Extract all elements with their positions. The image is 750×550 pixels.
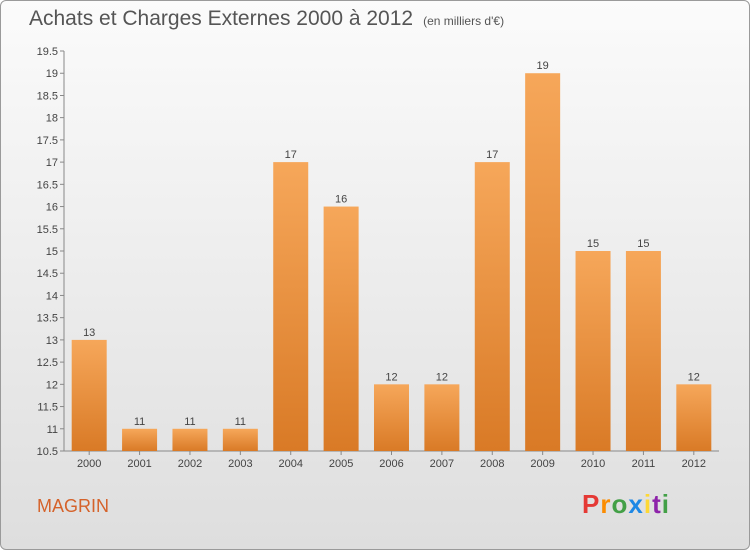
x-tick-label: 2011 [632, 458, 656, 470]
y-tick-label: 13.5 [37, 313, 58, 325]
y-tick-label: 11.5 [37, 402, 58, 414]
logo-letter: t [652, 489, 662, 519]
logo-letter: P [582, 489, 601, 519]
bar-value-label: 12 [436, 371, 448, 383]
bar [676, 384, 712, 451]
y-tick-label: 11 [47, 424, 58, 436]
bar [474, 162, 510, 451]
y-tick-label: 16 [46, 202, 58, 214]
x-tick-label: 2005 [329, 458, 353, 470]
y-tick-label: 18 [46, 113, 58, 125]
y-tick-label: 16.5 [37, 179, 58, 191]
bar [323, 206, 359, 451]
bar-value-label: 11 [134, 416, 145, 428]
y-tick-label: 19 [46, 68, 58, 80]
bar [374, 384, 409, 451]
y-tick-label: 14 [46, 290, 58, 302]
x-tick-label: 2008 [480, 458, 504, 470]
bar [71, 339, 107, 451]
x-tick-label: 2002 [178, 458, 202, 470]
bar-value-label: 15 [587, 238, 599, 250]
bar [122, 428, 158, 451]
bar-value-label: 13 [83, 327, 95, 339]
bar [273, 162, 309, 451]
y-tick-label: 12 [46, 379, 58, 391]
y-tick-label: 13 [46, 335, 58, 347]
bar-value-label: 12 [688, 371, 700, 383]
chart-title: Achats et Charges Externes 2000 à 2012 (e… [29, 7, 504, 31]
bar [525, 73, 561, 451]
y-tick-label: 18.5 [37, 90, 58, 102]
y-tick-label: 15 [46, 246, 58, 258]
bar-value-label: 11 [235, 416, 246, 428]
municipality-name: MAGRIN [37, 496, 109, 516]
x-tick-label: 2010 [581, 458, 605, 470]
bar [424, 384, 460, 451]
bar [625, 251, 661, 451]
bar-value-label: 12 [385, 371, 397, 383]
y-tick-label: 19.5 [37, 46, 58, 58]
logo-letter: i [643, 489, 653, 519]
y-tick-label: 17.5 [37, 135, 58, 147]
x-tick-label: 2001 [127, 458, 151, 470]
y-tick-label: 14.5 [37, 268, 58, 280]
x-tick-label: 2009 [530, 458, 554, 470]
logo-letter: o [611, 489, 629, 519]
chart-bars [71, 73, 712, 451]
x-tick-label: 2003 [228, 458, 252, 470]
bar-value-label: 19 [537, 60, 549, 72]
chart-title-text: Achats et Charges Externes 2000 à 2012 [29, 7, 414, 30]
bar [172, 428, 208, 451]
bar [575, 251, 611, 451]
y-tick-label: 10.5 [37, 446, 58, 458]
logo-letter: x [628, 489, 644, 519]
bar-value-label: 11 [184, 416, 195, 428]
chart-unit: (en milliers d'€) [423, 14, 505, 28]
x-tick-label: 2012 [682, 458, 706, 470]
logo-letter: i [661, 489, 670, 519]
x-tick-label: 2000 [77, 458, 101, 470]
chart-labels: 2000 13 2001 11 2002 11 2003 11 2004 17 2005 16 2006… [77, 60, 706, 470]
y-tick-label: 17 [46, 157, 58, 169]
y-tick-label: 15.5 [37, 224, 58, 236]
y-tick-label: 12.5 [37, 357, 58, 369]
x-tick-label: 2004 [278, 458, 302, 470]
bar-value-label: 17 [285, 149, 297, 161]
proxiti-logo: Proxiti [582, 489, 670, 520]
x-tick-label: 2006 [379, 458, 403, 470]
bar-value-label: 16 [335, 194, 347, 206]
bar [222, 428, 258, 451]
bar-value-label: 17 [486, 149, 498, 161]
bar-value-label: 15 [637, 238, 649, 250]
logo-letter: r [600, 489, 612, 519]
x-tick-label: 2007 [430, 458, 454, 470]
